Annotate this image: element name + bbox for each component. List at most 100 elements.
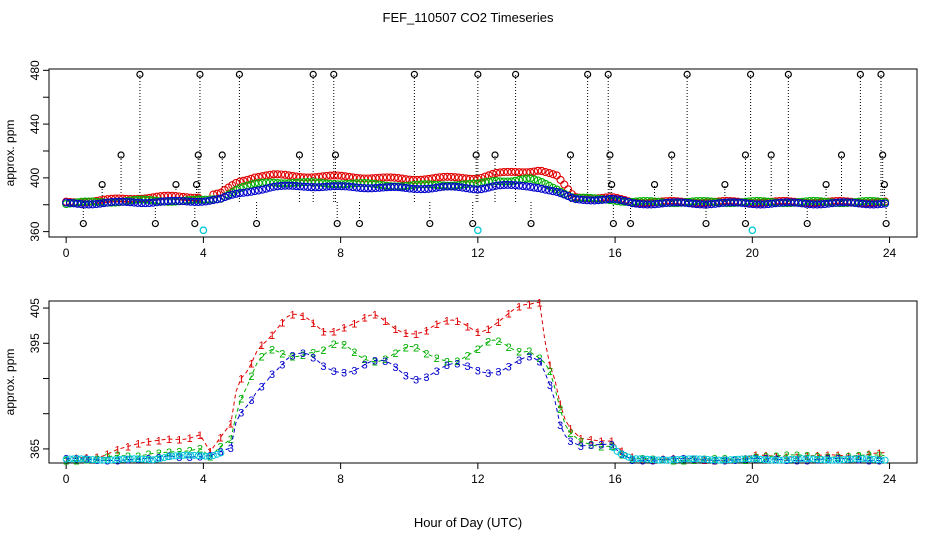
series-3-point — [92, 200, 101, 209]
series-3-point — [707, 200, 716, 209]
series-3-point — [847, 455, 855, 463]
series-3-point — [73, 455, 81, 463]
series-1-point — [507, 167, 516, 176]
series-1-point — [484, 171, 493, 180]
spike-366-marker — [882, 219, 890, 228]
series-1-point — [341, 172, 350, 181]
series-3-point — [465, 184, 475, 193]
spike-480-marker — [784, 70, 792, 78]
series-3-point — [284, 181, 293, 190]
series-3-point — [473, 185, 482, 194]
flag-point — [748, 226, 757, 235]
series-3-point — [186, 197, 195, 206]
series-2-marker: 2 — [434, 353, 440, 365]
series-3-point — [636, 455, 644, 463]
series-3-point — [397, 183, 407, 192]
series-2-line — [66, 339, 885, 461]
spike-366-marker — [333, 219, 341, 228]
series-3-point — [250, 186, 259, 196]
series-3-point — [84, 200, 93, 209]
series-3-point — [662, 456, 670, 464]
spike-395-marker — [98, 180, 106, 189]
spike-417-marker — [472, 151, 480, 159]
series-3-point — [435, 183, 444, 192]
series-1-point — [526, 168, 535, 177]
series-3-point — [560, 190, 569, 199]
spike-417-marker — [331, 151, 340, 159]
series-3-point — [640, 455, 648, 463]
series-2-marker: 2 — [814, 451, 820, 463]
series-3-point — [850, 198, 859, 208]
x-tick-label: 4 — [200, 246, 207, 260]
series-3-point — [681, 198, 690, 207]
series-3-point — [613, 195, 622, 204]
series-3-point — [798, 455, 806, 463]
series-1-marker: 1 — [135, 439, 141, 451]
series-1-point — [394, 173, 403, 183]
series-3-marker: 3 — [392, 362, 398, 374]
series-1-marker: 1 — [434, 319, 440, 331]
series-3-point — [220, 193, 229, 202]
series-3-point — [609, 194, 618, 203]
series-1-point — [333, 171, 342, 180]
spike-366-marker — [151, 219, 159, 228]
series-1-marker: 1 — [537, 297, 543, 309]
series-3-point — [673, 198, 682, 207]
series-2-marker: 2 — [197, 444, 203, 456]
series-1-point — [450, 173, 459, 182]
series-2-marker: 2 — [856, 450, 862, 462]
series-3-point — [858, 199, 867, 208]
series-1-marker: 1 — [207, 447, 213, 459]
series-3-point — [688, 199, 697, 208]
series-3-point — [511, 181, 520, 190]
series-3-marker: 3 — [866, 455, 872, 467]
series-3-point — [100, 456, 108, 464]
series-1-marker: 1 — [876, 448, 882, 460]
series-3-point — [526, 182, 535, 191]
series-3-point — [854, 199, 863, 208]
series-3-point — [621, 451, 629, 459]
series-3-point — [431, 183, 441, 192]
series-2-marker: 2 — [217, 441, 223, 453]
series-3-marker: 3 — [495, 367, 501, 379]
series-3-point — [348, 183, 358, 192]
series-1-point — [296, 173, 305, 182]
series-2-marker: 2 — [516, 346, 522, 358]
series-2-marker: 2 — [506, 342, 512, 354]
spike-417-marker — [879, 151, 887, 159]
series-2-marker: 2 — [742, 455, 748, 467]
series-3-marker: 3 — [835, 453, 841, 465]
series-1-point — [280, 170, 290, 179]
series-1-marker: 1 — [382, 316, 388, 328]
bottom-plot-frame — [48, 300, 918, 464]
spike-480-marker — [196, 70, 204, 78]
series-3-point — [802, 455, 810, 463]
series-1-marker: 1 — [176, 434, 182, 446]
series-3-point — [745, 455, 753, 463]
spike-395-marker — [192, 180, 201, 189]
series-3-point — [205, 196, 214, 205]
series-2-marker: 2 — [372, 357, 378, 369]
series-3-point — [865, 200, 875, 209]
spike-417-marker — [295, 151, 304, 159]
series-1-marker: 1 — [784, 452, 790, 464]
series-2-point — [530, 175, 539, 184]
series-3-point — [685, 455, 693, 463]
series-3-point — [677, 198, 686, 207]
series-1-marker: 1 — [104, 449, 110, 461]
series-3-point — [594, 196, 603, 205]
series-3-point — [617, 450, 625, 458]
series-1-point — [560, 180, 569, 189]
series-1-marker: 1 — [403, 328, 409, 340]
series-3-point — [409, 184, 418, 193]
spike-480-marker — [877, 70, 885, 78]
series-3-point — [337, 182, 346, 191]
series-2-marker: 2 — [526, 346, 532, 358]
series-3-point — [658, 456, 666, 464]
series-3-point — [111, 456, 119, 464]
series-3-marker: 3 — [588, 440, 594, 452]
series-3-point — [216, 194, 225, 203]
series-1-point — [424, 174, 433, 184]
series-3-point — [548, 187, 558, 196]
series-3-point — [416, 185, 425, 194]
